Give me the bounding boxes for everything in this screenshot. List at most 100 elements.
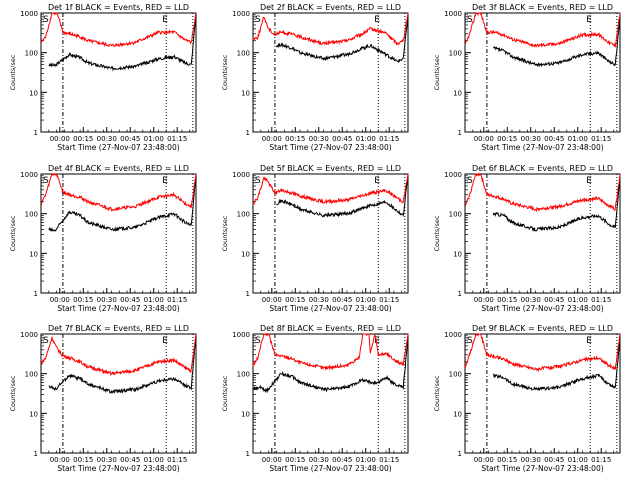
x-tick-label: 00:30 xyxy=(309,296,329,304)
s-marker-label: S xyxy=(255,336,261,346)
events-series-line xyxy=(493,16,621,68)
y-tick-label: 100 xyxy=(237,50,250,58)
x-axis-label: Start Time (27-Nov-07 23:48:00) xyxy=(269,464,391,473)
s-marker-label: S xyxy=(467,336,473,346)
x-tick-label: 00:15 xyxy=(497,296,517,304)
s-marker-label: S xyxy=(43,15,49,25)
x-tick-label: 00:30 xyxy=(309,135,329,143)
e-marker-label: E xyxy=(374,176,380,186)
events-series-line xyxy=(492,175,621,233)
plot-frame xyxy=(40,173,197,294)
x-tick-label: 01:00 xyxy=(568,296,588,304)
e-marker-label: E xyxy=(162,176,168,186)
s-marker-label: S xyxy=(43,336,49,346)
panel-title: Det 2f BLACK = Events, RED = LLD xyxy=(260,3,401,12)
e-marker-label: E xyxy=(586,336,592,346)
lld-series-line xyxy=(40,11,197,48)
x-tick-label: 01:00 xyxy=(144,296,164,304)
x-tick-label: 00:00 xyxy=(474,135,494,143)
y-tick-label: 1000 xyxy=(20,331,38,339)
panel-det-6: Det 6f BLACK = Events, RED = LLD 1 10 100 10… xyxy=(433,164,621,313)
lld-series-line xyxy=(464,172,621,213)
y-tick-label: 1000 xyxy=(444,331,462,339)
x-tick-label: 01:00 xyxy=(356,135,376,143)
events-series-line xyxy=(48,173,197,232)
plot-frame xyxy=(252,12,409,133)
y-tick-label: 100 xyxy=(25,50,38,58)
y-tick-label: 100 xyxy=(25,211,38,219)
panel-det-7: Det 7f BLACK = Events, RED = LLD 1 10 100 10… xyxy=(9,324,197,473)
s-marker-label: S xyxy=(255,15,261,25)
events-series-line xyxy=(276,14,409,63)
lld-series-line xyxy=(252,12,409,46)
plot-frame xyxy=(40,333,197,454)
y-tick-label: 1000 xyxy=(444,10,462,18)
s-marker-label: S xyxy=(467,176,473,186)
y-axis-label: Counts/sec xyxy=(433,375,441,411)
e-marker-label: E xyxy=(374,15,380,25)
events-series-line xyxy=(276,173,409,218)
events-series-line xyxy=(48,12,197,72)
x-axis-label: Start Time (27-Nov-07 23:48:00) xyxy=(57,464,179,473)
events-series-line xyxy=(252,335,409,394)
x-tick-label: 00:15 xyxy=(285,296,305,304)
x-tick-label: 01:15 xyxy=(167,456,187,464)
y-tick-label: 1000 xyxy=(20,171,38,179)
y-axis-label: Counts/sec xyxy=(433,54,441,90)
lld-series-line xyxy=(252,332,409,371)
x-tick-label: 01:15 xyxy=(167,135,187,143)
lld-series-line xyxy=(252,173,409,205)
x-tick-label: 01:15 xyxy=(379,135,399,143)
x-tick-label: 00:00 xyxy=(262,456,282,464)
panel-title: Det 9f BLACK = Events, RED = LLD xyxy=(472,324,613,333)
y-tick-label: 1 xyxy=(34,290,38,298)
y-tick-label: 10 xyxy=(241,250,250,258)
x-tick-label: 00:45 xyxy=(332,135,352,143)
y-tick-label: 100 xyxy=(449,371,462,379)
x-tick-label: 00:00 xyxy=(50,296,70,304)
x-tick-label: 00:15 xyxy=(73,456,93,464)
x-tick-label: 00:00 xyxy=(262,135,282,143)
y-tick-label: 10 xyxy=(241,89,250,97)
x-tick-label: 00:15 xyxy=(73,135,93,143)
y-axis-label: Counts/sec xyxy=(221,215,229,251)
y-tick-label: 1000 xyxy=(232,10,250,18)
x-tick-label: 01:00 xyxy=(144,456,164,464)
y-axis-label: Counts/sec xyxy=(221,375,229,411)
y-axis-label: Counts/sec xyxy=(221,54,229,90)
panel-det-1: Det 1f BLACK = Events, RED = LLD 1 10 100 10… xyxy=(9,3,197,152)
y-tick-label: 10 xyxy=(29,410,38,418)
y-tick-label: 1 xyxy=(458,129,462,137)
panel-title: Det 1f BLACK = Events, RED = LLD xyxy=(48,3,189,12)
plot-frame xyxy=(40,12,197,133)
plot-frame xyxy=(464,173,621,294)
x-tick-label: 00:45 xyxy=(332,456,352,464)
y-tick-label: 100 xyxy=(25,371,38,379)
panel-det-2: Det 2f BLACK = Events, RED = LLD 1 10 100 10… xyxy=(221,3,409,152)
x-tick-label: 00:30 xyxy=(97,296,117,304)
events-series-line xyxy=(492,337,621,391)
x-tick-label: 01:15 xyxy=(591,456,611,464)
x-tick-label: 00:45 xyxy=(120,456,140,464)
x-tick-label: 00:00 xyxy=(50,135,70,143)
x-tick-label: 01:00 xyxy=(144,135,164,143)
y-tick-label: 1000 xyxy=(444,171,462,179)
x-tick-label: 01:15 xyxy=(167,296,187,304)
x-tick-label: 00:45 xyxy=(544,135,564,143)
x-tick-label: 00:45 xyxy=(120,135,140,143)
plot-frame xyxy=(464,333,621,454)
panel-det-9: Det 9f BLACK = Events, RED = LLD 1 10 100 10… xyxy=(433,324,621,473)
x-tick-label: 00:15 xyxy=(285,456,305,464)
x-tick-label: 00:15 xyxy=(73,296,93,304)
y-axis-label: Counts/sec xyxy=(9,54,17,90)
panel-title: Det 3f BLACK = Events, RED = LLD xyxy=(472,3,613,12)
panel-det-8: Det 8f BLACK = Events, RED = LLD 1 10 100 10… xyxy=(221,324,409,473)
x-axis-label: Start Time (27-Nov-07 23:48:00) xyxy=(269,143,391,152)
panel-title: Det 5f BLACK = Events, RED = LLD xyxy=(260,164,401,173)
lld-series-line xyxy=(464,333,621,373)
x-axis-label: Start Time (27-Nov-07 23:48:00) xyxy=(57,143,179,152)
y-tick-label: 1000 xyxy=(20,10,38,18)
events-series-line xyxy=(48,333,197,395)
y-axis-label: Counts/sec xyxy=(9,375,17,411)
x-tick-label: 00:30 xyxy=(521,135,541,143)
